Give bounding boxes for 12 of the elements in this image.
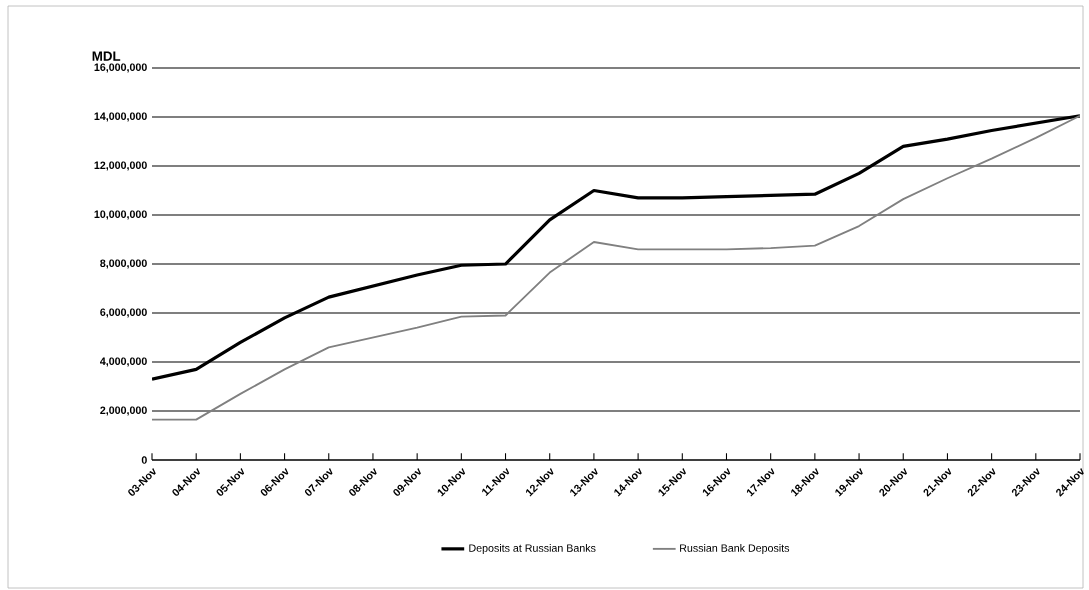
y-tick-label: 16,000,000 bbox=[94, 63, 147, 73]
legend-label: Russian Bank Deposits bbox=[680, 544, 790, 554]
y-tick-label: 14,000,000 bbox=[94, 112, 147, 122]
y-axis-title: MDL bbox=[92, 51, 121, 61]
y-tick-label: 2,000,000 bbox=[100, 406, 147, 416]
y-tick-label: 0 bbox=[141, 456, 147, 464]
y-tick-label: 12,000,000 bbox=[94, 161, 147, 171]
y-tick-label: 4,000,000 bbox=[100, 357, 147, 367]
legend-label: Deposits at Russian Banks bbox=[469, 544, 596, 554]
y-tick-label: 8,000,000 bbox=[100, 259, 147, 269]
y-tick-label: 10,000,000 bbox=[94, 210, 147, 220]
y-tick-label: 6,000,000 bbox=[100, 308, 147, 318]
